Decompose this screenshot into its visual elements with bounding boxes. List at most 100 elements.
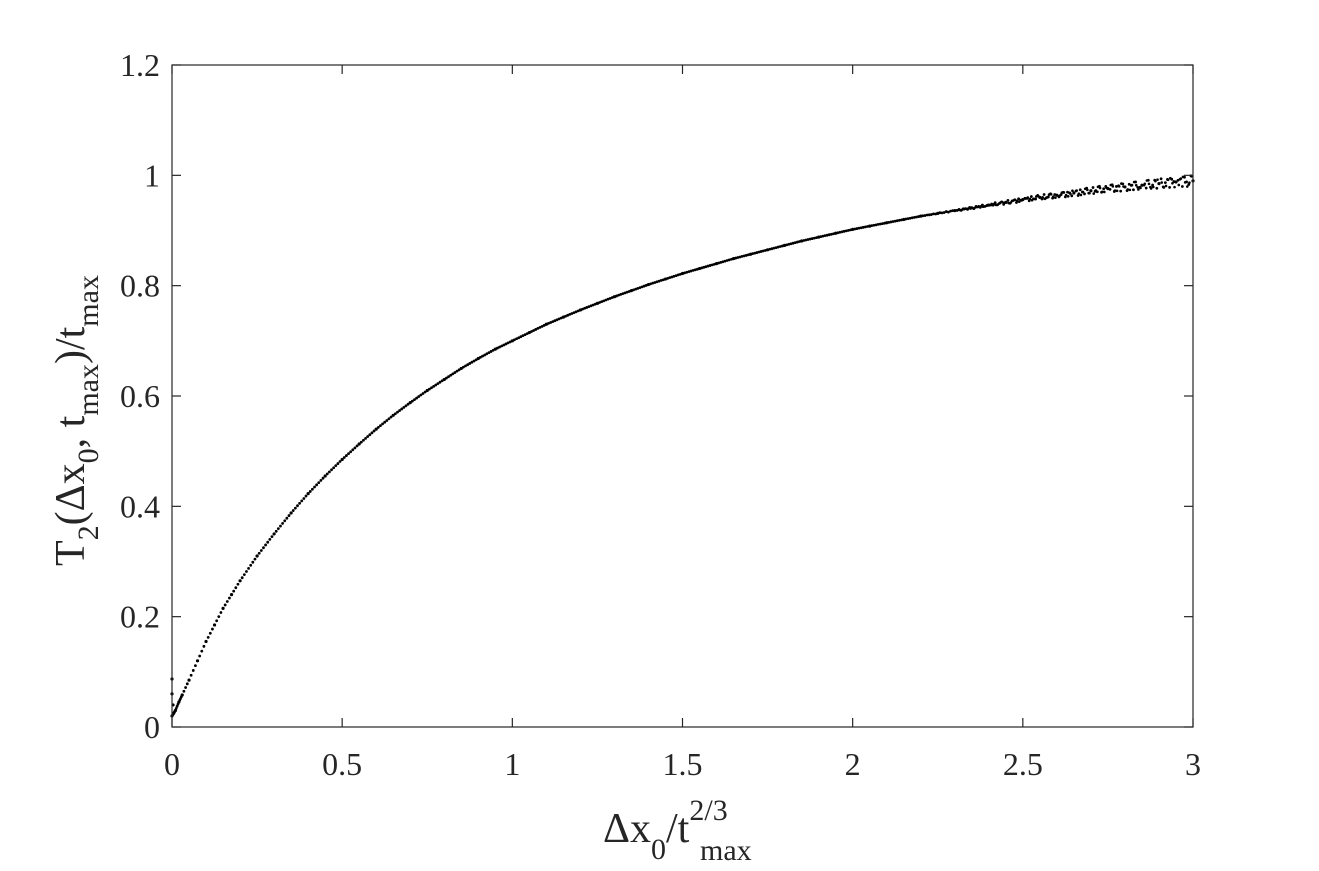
data-point [730, 257, 733, 261]
data-point [315, 483, 319, 487]
data-point [1051, 195, 1055, 199]
data-point [1053, 193, 1057, 196]
data-point [442, 377, 446, 382]
data-point [259, 549, 263, 552]
data-point [787, 242, 791, 246]
data-point [717, 261, 721, 265]
data-point [1186, 185, 1189, 188]
x-tick-label: 2 [845, 746, 861, 782]
data-point [221, 606, 225, 610]
data-point [570, 312, 574, 315]
data-point [708, 264, 712, 267]
data-point [1046, 195, 1050, 199]
data-point [1108, 188, 1112, 191]
data-point [866, 225, 869, 228]
data-point [876, 223, 880, 226]
data-point [721, 260, 725, 264]
data-point [434, 383, 438, 387]
data-point [345, 454, 348, 457]
data-point [413, 398, 416, 401]
data-point [798, 240, 801, 243]
data-point [781, 244, 784, 248]
data-point [666, 276, 670, 280]
data-point [285, 516, 289, 520]
data-point [676, 273, 680, 277]
data-point [313, 485, 316, 489]
data-point [832, 232, 835, 236]
data-point [444, 376, 448, 380]
data-point [453, 371, 457, 374]
data-point [883, 221, 886, 225]
data-point [430, 386, 433, 390]
data-point [391, 413, 395, 417]
data-point [1095, 190, 1099, 194]
data-point [1177, 183, 1181, 187]
data-point [1102, 187, 1106, 191]
data-point [1127, 182, 1131, 186]
data-point [1034, 197, 1037, 201]
data-point [268, 538, 272, 541]
data-point [1134, 180, 1137, 184]
data-point [559, 316, 563, 320]
data-point [757, 250, 761, 254]
data-point [925, 213, 929, 217]
data-point [308, 490, 312, 493]
data-point [840, 230, 844, 234]
data-point [576, 309, 580, 313]
data-point [1163, 181, 1167, 185]
data-point [908, 216, 912, 220]
data-point [759, 250, 763, 253]
data-point [727, 258, 731, 262]
data-point [410, 399, 414, 403]
data-point [1105, 186, 1108, 190]
x-tick-label: 0.5 [322, 746, 362, 782]
data-point [298, 501, 302, 505]
data-point [372, 429, 376, 433]
data-point [374, 427, 378, 431]
data-point [702, 265, 706, 269]
data-point [1072, 191, 1076, 195]
data-point [1172, 180, 1176, 183]
data-point [1062, 191, 1066, 194]
data-point [608, 296, 612, 300]
data-point [557, 317, 561, 321]
data-point [738, 255, 742, 259]
data-point [249, 563, 253, 567]
data-point [606, 297, 610, 301]
data-point [1149, 187, 1153, 190]
data-point [700, 266, 704, 270]
data-point [242, 573, 246, 576]
data-point [281, 522, 285, 525]
data-point [353, 446, 357, 450]
data-point [986, 203, 989, 207]
data-point [270, 535, 274, 539]
data-point [1079, 193, 1083, 197]
tick-labels: 0 0.5 1 1.5 2 2.5 3 0 0.2 0.4 0.6 0.8 1 1.2 [120, 47, 1201, 782]
data-point [1026, 196, 1030, 199]
data-point [219, 611, 223, 614]
data-point [1103, 190, 1106, 194]
data-point [319, 479, 323, 482]
data-point [1037, 194, 1040, 198]
data-point [929, 213, 933, 216]
data-point [574, 310, 578, 314]
data-point [1100, 190, 1104, 194]
data-point [211, 627, 214, 631]
data-point [949, 209, 952, 213]
data-point [342, 456, 346, 459]
data-point [1128, 188, 1132, 192]
plot-frame [171, 64, 1194, 728]
data-point [408, 401, 412, 405]
data-point [583, 306, 587, 310]
data-point [1121, 182, 1125, 186]
data-point [668, 276, 672, 280]
data-point [310, 487, 314, 491]
data-point [1041, 195, 1044, 199]
data-point [791, 241, 795, 245]
data-point [778, 245, 782, 248]
data-point [1139, 186, 1142, 190]
data-point [642, 284, 646, 288]
data-point [683, 271, 687, 275]
data-point [173, 709, 177, 713]
axis-ticks [171, 64, 1194, 728]
